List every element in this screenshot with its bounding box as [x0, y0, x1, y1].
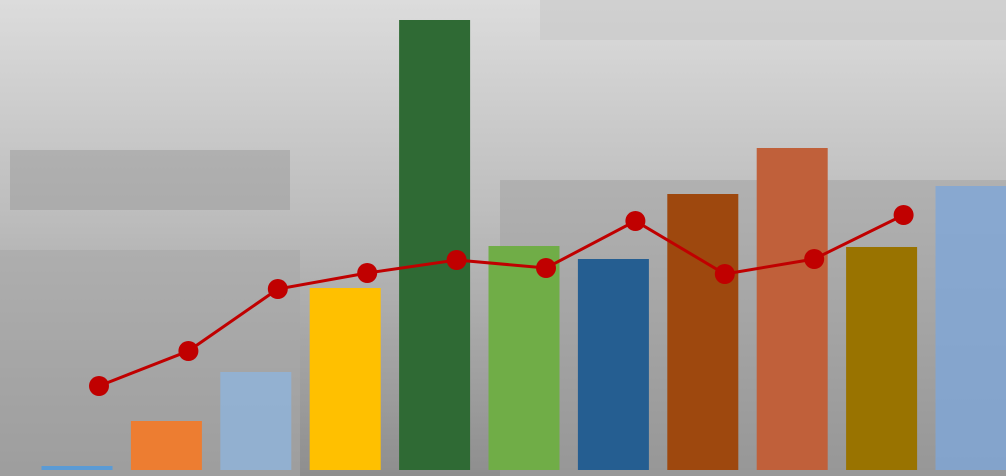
line-marker: [625, 211, 646, 231]
line: [98, 213, 905, 388]
bar: [577, 259, 649, 470]
line-marker: [178, 341, 199, 361]
bar: [667, 194, 739, 470]
line-marker: [446, 250, 467, 270]
bar: [488, 246, 560, 470]
bar: [220, 372, 292, 470]
line-marker: [89, 376, 109, 396]
bar: [309, 288, 381, 470]
background-ceiling: [540, 0, 1006, 40]
line-marker: [714, 264, 735, 284]
background-produce: [500, 180, 1006, 476]
bar: [756, 148, 828, 470]
line-marker: [267, 279, 288, 299]
line-marker: [357, 263, 378, 283]
bar: [41, 466, 113, 470]
line-marker: [893, 205, 914, 225]
bar: [130, 421, 202, 470]
background-shelf: [10, 150, 290, 210]
bar: [935, 186, 1006, 470]
line-marker: [804, 249, 825, 269]
bar: [846, 247, 918, 470]
line-marker: [536, 258, 556, 278]
bar: [399, 20, 471, 470]
